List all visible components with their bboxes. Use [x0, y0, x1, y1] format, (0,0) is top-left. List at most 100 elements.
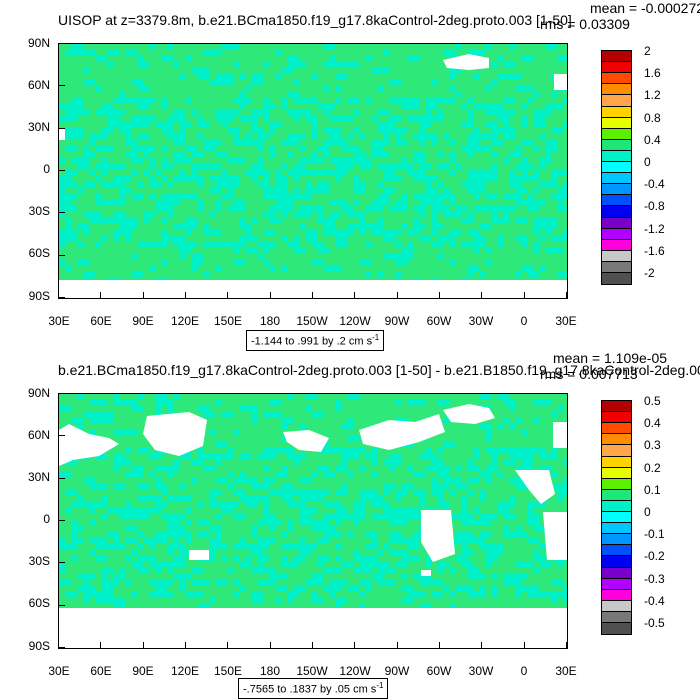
lon-tick: [58, 642, 59, 648]
lon-tick: [142, 642, 144, 648]
colorbar-label: 0.4: [644, 416, 661, 431]
lon-tick: [523, 292, 525, 298]
lat-tick: [59, 393, 65, 394]
lat-tick: [59, 212, 65, 214]
lon-tick: [354, 292, 356, 298]
lon-tick: [312, 642, 313, 648]
lon-label: 30E: [48, 314, 70, 328]
panel-difference: b.e21.BCma1850.f19_g17.8kaControl-2deg.p…: [0, 350, 700, 700]
map-plot: [58, 393, 568, 649]
contour-range-text: -1.144 to .991 by .2 cm s: [251, 335, 373, 348]
lon-label: 150E: [213, 664, 243, 678]
colorbar-label: 0: [644, 505, 651, 519]
lat-tick: [59, 170, 65, 171]
lon-tick: [481, 642, 483, 648]
map-field: [59, 394, 567, 648]
unit-exponent: -1: [372, 333, 380, 342]
lon-label: 150W: [296, 664, 328, 678]
lon-label: 150W: [296, 314, 328, 328]
colorbar-label: -0.5: [644, 616, 665, 630]
lat-label: 90S: [28, 289, 50, 303]
rms-value: rms = 0.007713: [540, 366, 638, 382]
contour-range-box: -.7565 to .1837 by .05 cm s-1: [238, 678, 389, 699]
lon-tick: [269, 292, 271, 298]
lon-tick: [227, 292, 229, 298]
lon-tick: [523, 642, 525, 648]
lat-label: 60S: [28, 246, 50, 260]
panel-uisop: UISOP at z=3379.8m, b.e21.BCma1850.f19_g…: [27, 0, 700, 351]
lon-tick: [142, 292, 144, 298]
colorbar-label: 1.2: [644, 88, 661, 103]
lat-tick: [59, 647, 65, 648]
lon-tick: [354, 642, 356, 648]
lat-tick: [59, 43, 65, 44]
lat-tick: [59, 127, 65, 129]
lon-tick: [312, 292, 313, 298]
colorbar-label: 0.1: [644, 482, 661, 497]
lon-tick: [185, 642, 186, 648]
lon-label: 120E: [170, 664, 200, 678]
lat-tick: [59, 85, 65, 87]
lat-tick: [59, 435, 65, 437]
colorbar-label: -0.4: [644, 177, 665, 192]
colorbar-label: -0.4: [644, 593, 665, 608]
lon-label: 180: [259, 664, 281, 678]
lon-label: 90W: [384, 664, 410, 678]
lat-tick: [59, 520, 65, 521]
lat-label: 90S: [28, 639, 50, 653]
lat-label: 30N: [27, 120, 50, 134]
lon-label: 120W: [339, 664, 371, 678]
unit-exponent: -1: [376, 681, 384, 690]
lon-tick: [396, 642, 398, 648]
lon-tick: [439, 642, 440, 648]
lon-label: 180: [259, 314, 281, 328]
mean-value: mean = 1.109e-05: [553, 350, 668, 366]
lon-tick: [481, 292, 483, 298]
lon-tick: [100, 642, 102, 648]
lon-tick: [396, 292, 398, 298]
lat-tick: [59, 297, 65, 298]
colorbar-label: 2: [644, 44, 651, 58]
colorbar-swatch: [601, 272, 632, 285]
colorbar-label: -2: [644, 266, 655, 280]
lat-label: 90N: [27, 386, 50, 400]
lat-label: 30N: [27, 470, 50, 484]
colorbar-label: -0.8: [644, 199, 665, 214]
lon-tick: [58, 292, 59, 298]
lon-tick: [227, 642, 229, 648]
colorbar-label: -0.2: [644, 549, 665, 564]
colorbar-swatch: [601, 622, 632, 635]
lon-tick: [566, 642, 567, 648]
lon-label: 30E: [555, 664, 577, 678]
lon-tick: [566, 292, 567, 298]
lat-tick: [59, 604, 65, 606]
rms-value: rms = 0.03309: [540, 16, 630, 32]
contour-range-text: -.7565 to .1837 by .05 cm s: [243, 683, 377, 696]
colorbar-label: 0: [644, 155, 651, 169]
lon-label: 120W: [339, 314, 371, 328]
lon-label: 0: [520, 664, 528, 678]
lon-label: 150E: [213, 314, 243, 328]
lat-tick: [59, 477, 65, 479]
lon-label: 30W: [468, 314, 494, 328]
colorbar-label: 0.4: [644, 132, 661, 147]
lon-label: 60E: [90, 664, 112, 678]
lat-label: 30S: [28, 554, 50, 568]
lat-label: 0: [43, 162, 50, 176]
colorbar-label: -1.6: [644, 243, 665, 258]
colorbar-label: 1.6: [644, 66, 661, 81]
lon-tick: [439, 292, 440, 298]
contour-range-box: -1.144 to .991 by .2 cm s-1: [246, 330, 385, 351]
colorbar-label: 0.3: [644, 438, 661, 453]
lon-label: 30W: [468, 664, 494, 678]
plot-title: UISOP at z=3379.8m, b.e21.BCma1850.f19_g…: [58, 12, 572, 28]
lon-label: 90E: [132, 314, 154, 328]
colorbar-label: -0.3: [644, 571, 665, 586]
colorbar-label: -1.2: [644, 221, 665, 236]
lat-tick: [59, 254, 65, 256]
lon-label: 0: [520, 314, 528, 328]
lat-tick: [59, 562, 65, 564]
colorbar-label: -0.1: [644, 527, 665, 542]
map-field: [59, 44, 567, 298]
lat-label: 0: [43, 512, 50, 526]
